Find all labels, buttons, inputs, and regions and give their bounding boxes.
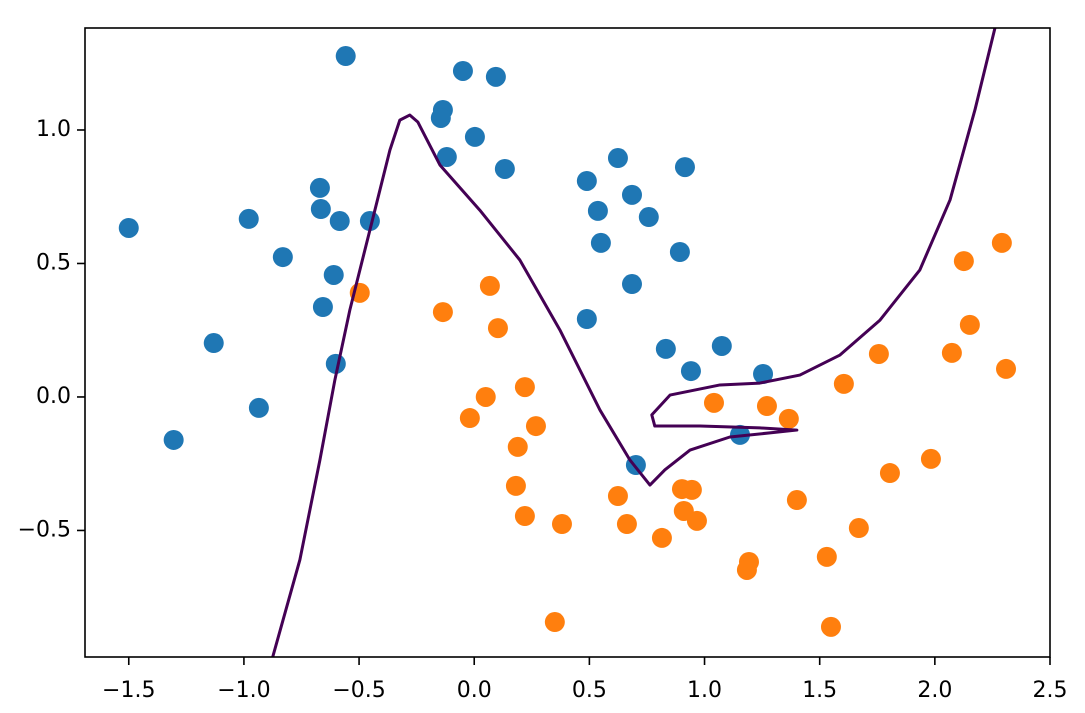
scatter-point [459,408,480,429]
scatter-point [711,335,732,356]
scatter-point [329,211,350,232]
scatter-point [485,66,506,87]
scatter-point [464,126,485,147]
scatter-point [525,416,546,437]
scatter-point [607,486,628,507]
scatter-point [816,546,837,567]
boundary-line [271,28,997,657]
scatter-point [848,518,869,539]
scatter-point [686,510,707,531]
scatter-point [616,514,637,535]
scatter-point [310,199,331,220]
scatter-point [674,157,695,178]
scatter-point [621,184,642,205]
scatter-point [778,408,799,429]
y-tick-label: 0.5 [36,250,71,275]
scatter-point [736,559,757,580]
scatter-point [272,247,293,268]
x-tick-label: 1.5 [802,678,837,703]
scatter-point [820,616,841,637]
scatter-point [430,107,451,128]
scatter-point [655,338,676,359]
scatter-point [920,448,941,469]
x-tick-label: −0.5 [332,678,385,703]
scatter-point [991,232,1012,253]
scatter-point [312,296,333,317]
scatter-point [551,514,572,535]
plot-area [118,28,1017,657]
scatter-point [868,343,889,364]
x-tick-label: −1.5 [102,678,155,703]
scatter-point [953,251,974,272]
x-tick-label: 1.0 [687,678,722,703]
scatter-point [505,475,526,496]
scatter-point [590,232,611,253]
scatter-point [786,490,807,511]
scatter-point [335,46,356,67]
scatter-point [669,241,690,262]
scatter-point [248,397,269,418]
scatter-point [651,527,672,548]
scatter-point [621,274,642,295]
scatter-point [833,373,854,394]
scatter-point [959,314,980,335]
scatter-point [753,364,774,385]
scatter-point [475,386,496,407]
x-tick-label: 2.5 [1033,678,1068,703]
scatter-point [544,612,565,633]
scatter-point [587,200,608,221]
scatter-point [879,463,900,484]
scatter-point [607,148,628,169]
scatter-point [494,158,515,179]
scatter-point [163,429,184,450]
scatter-point [203,333,224,354]
scatter-point [479,275,500,296]
scatter-point [996,358,1017,379]
x-tick-label: −1.0 [217,678,270,703]
scatter-point [118,217,139,238]
y-tick-label: 1.0 [36,117,71,142]
scatter-point [514,377,535,398]
scatter-point [576,309,597,330]
scatter-point [681,479,702,500]
scatter-point [507,436,528,457]
scatter-point [576,170,597,191]
scatter-point [487,318,508,339]
scatter-point [514,506,535,527]
scatter-point [238,208,259,229]
y-tick-label: −0.5 [18,517,71,542]
scatter-point [436,146,457,167]
axes-frame [84,27,1051,658]
scatter-point [309,177,330,198]
scatter-point [432,302,453,323]
scatter-point [680,361,701,382]
x-tick-label: 0.5 [572,678,607,703]
scatter-point [703,392,724,413]
y-tick-label: 0.0 [36,384,71,409]
scatter-point [756,396,777,417]
scatter-point [941,342,962,363]
scatter-point [452,60,473,81]
x-tick-label: 2.0 [917,678,952,703]
x-tick-label: 0.0 [457,678,492,703]
scatter-point [323,264,344,285]
scatter-point [638,207,659,228]
